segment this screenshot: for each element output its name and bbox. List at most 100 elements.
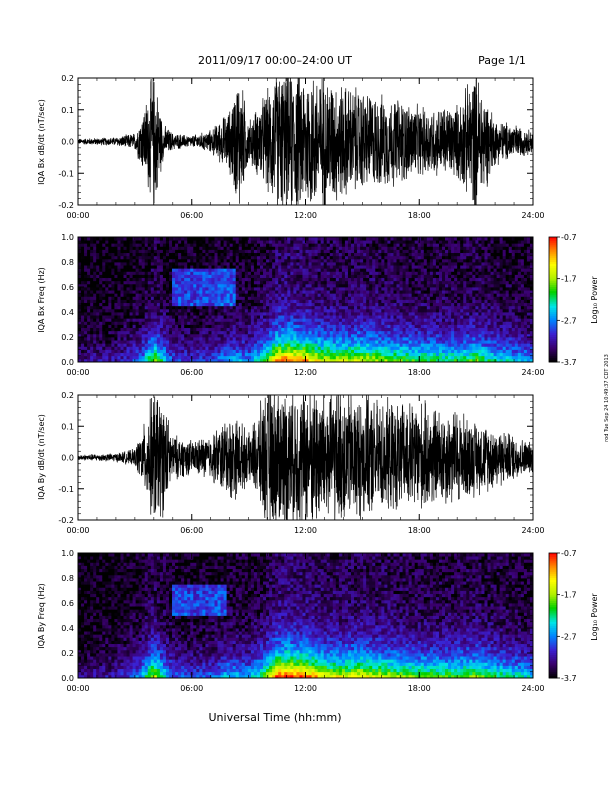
spectrogram-cell: [78, 249, 82, 254]
spectrogram-cell: [278, 271, 282, 275]
spectrogram-cell: [90, 274, 94, 279]
spectrogram-cell: [347, 330, 352, 335]
spectrogram-cell: [123, 340, 127, 344]
spectrogram-cell: [181, 333, 185, 338]
spectrogram-cell: [399, 333, 403, 338]
spectrogram-cell: [81, 293, 85, 297]
spectrogram-cell: [229, 252, 234, 257]
spectrogram-cell: [381, 315, 385, 319]
spectrogram-cell: [344, 299, 349, 304]
spectrogram-cell: [335, 327, 340, 332]
spectrogram-cell: [405, 246, 410, 250]
spectrogram-cell: [369, 243, 373, 247]
spectrogram-cell: [126, 337, 130, 341]
spectrogram-cell: [241, 337, 246, 341]
spectrogram-cell: [408, 287, 413, 291]
spectrogram-cell: [199, 327, 203, 332]
spectrogram-cell: [275, 340, 279, 344]
spectrogram-cell: [375, 333, 379, 338]
spectrogram-cell: [341, 280, 346, 285]
spectrogram-cell: [120, 277, 124, 282]
spectrogram-cell: [111, 299, 115, 304]
spectrogram-cell: [284, 305, 288, 310]
spectrogram-cell: [399, 346, 403, 350]
spectrogram-cell: [438, 280, 443, 285]
spectrogram-cell: [184, 340, 188, 344]
spectrogram-cell: [229, 308, 234, 313]
spectrogram-cell: [232, 252, 237, 257]
spectrogram-cell: [275, 358, 279, 363]
spectrogram-cell: [181, 262, 185, 266]
spectrogram-cell: [378, 312, 382, 316]
spectrogram-cell: [90, 246, 94, 250]
spectrogram-cell: [196, 312, 200, 316]
spectrogram-cell: [214, 337, 218, 341]
spectrogram-cell: [417, 346, 422, 350]
spectrogram-cell: [299, 258, 303, 263]
spectrogram-cell: [308, 312, 312, 316]
spectrogram-cell: [311, 302, 315, 307]
spectrogram-cell: [269, 352, 273, 357]
spectrogram-cell: [363, 265, 367, 269]
spectrogram-cell: [284, 302, 288, 307]
spectrogram-cell: [332, 333, 337, 338]
spectrogram-cell: [87, 293, 91, 297]
spectrogram-cell: [320, 349, 325, 354]
spectrogram-cell: [347, 271, 352, 275]
spectrogram-cell: [429, 337, 434, 341]
spectrogram-cell: [375, 337, 379, 341]
spectrogram-cell: [408, 255, 413, 260]
spectrogram-cell: [332, 274, 337, 279]
spectrogram-cell: [420, 333, 425, 338]
spectrogram-cell: [332, 352, 337, 357]
spectrogram-cell: [344, 321, 349, 325]
spectrogram-cell: [190, 277, 194, 282]
spectrogram-cell: [181, 280, 185, 285]
spectrogram-cell: [326, 277, 331, 282]
spectrogram-cell: [126, 243, 130, 247]
spectrogram-cell: [81, 308, 85, 313]
spectrogram-cell: [147, 246, 152, 250]
spectrogram-cell: [99, 349, 103, 354]
spectrogram-cell: [241, 296, 246, 300]
spectrogram-cell: [314, 277, 319, 282]
spectrogram-cell: [347, 358, 352, 363]
spectrogram-cell: [317, 293, 322, 297]
spectrogram-cell: [217, 308, 221, 313]
spectrogram-cell: [247, 246, 252, 250]
spectrogram-cell: [172, 299, 176, 304]
spectrogram-cell: [150, 296, 155, 300]
spectrogram-cell: [253, 312, 258, 316]
spectrogram-cell: [84, 340, 88, 344]
spectrogram-cell: [235, 312, 240, 316]
spectrogram-cell: [354, 330, 358, 335]
spectrogram-cell: [408, 290, 413, 294]
spectrogram-cell: [150, 324, 155, 329]
spectrogram-cell: [217, 271, 221, 275]
spectrogram-cell: [435, 352, 440, 357]
spectrogram-cell: [247, 321, 252, 325]
spectrogram-cell: [411, 277, 416, 282]
spectrogram-cell: [232, 308, 237, 313]
spectrogram-cell: [375, 240, 379, 244]
spectrogram-cell: [399, 265, 403, 269]
spectrogram-cell: [354, 352, 358, 357]
spectrogram-cell: [335, 337, 340, 341]
spectrogram-cell: [96, 340, 100, 344]
spectrogram-cell: [253, 355, 258, 360]
spectrogram-cell: [354, 299, 358, 304]
spectrogram-cell: [114, 315, 118, 319]
spectrogram-cell: [263, 277, 267, 282]
spectrogram-cell: [323, 287, 328, 291]
spectrogram-cell: [266, 349, 270, 354]
spectrogram-cell: [93, 321, 97, 325]
spectrogram-cell: [284, 355, 288, 360]
spectrogram-cell: [156, 302, 161, 307]
spectrogram-cell: [381, 321, 385, 325]
spectrogram-cell: [272, 352, 276, 357]
spectrogram-cell: [232, 333, 237, 338]
spectrogram-cell: [144, 277, 149, 282]
spectrogram-cell: [290, 252, 294, 257]
spectrogram-cell: [178, 315, 182, 319]
spectrogram-cell: [278, 293, 282, 297]
